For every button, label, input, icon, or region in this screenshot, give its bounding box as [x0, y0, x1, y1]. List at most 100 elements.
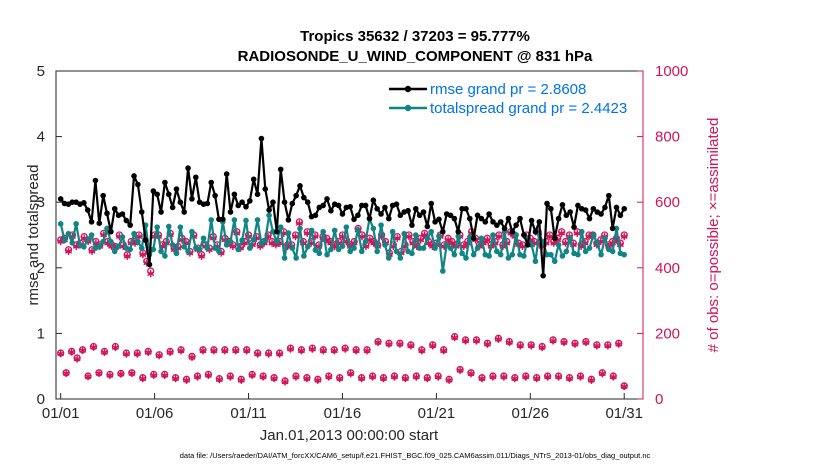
- obs-assimilated-point: [560, 338, 568, 347]
- x-tick-label: 01/21: [418, 405, 456, 422]
- spread-point: [173, 250, 180, 257]
- obs-assimilated-point: [177, 347, 185, 355]
- rmse-point: [393, 201, 400, 207]
- spread-point: [424, 235, 431, 242]
- rmse-point: [108, 228, 114, 235]
- rmse-point: [81, 200, 87, 206]
- rmse-point: [366, 215, 373, 222]
- spread-point: [586, 245, 593, 251]
- rmse-point: [370, 197, 377, 204]
- spread-point: [389, 228, 396, 235]
- rmse-point: [231, 191, 238, 198]
- rmse-point: [474, 212, 481, 219]
- legend-spread-marker: [404, 104, 412, 112]
- rmse-point: [509, 228, 516, 235]
- rmse-point: [482, 219, 489, 225]
- obs-assimilated-point: [473, 337, 480, 345]
- rmse-point: [436, 216, 442, 223]
- rmse-point: [220, 216, 226, 223]
- obs-assimilated-point: [123, 252, 131, 260]
- rmse-point: [528, 217, 535, 224]
- rmse-point: [304, 199, 311, 205]
- spread-point: [235, 246, 242, 253]
- obs-assimilated-point: [369, 373, 377, 381]
- spread-point: [61, 237, 68, 244]
- obs-assimilated-point: [456, 366, 464, 375]
- spread-point: [154, 224, 160, 230]
- obs-assimilated-point: [330, 347, 338, 355]
- spread-point: [551, 258, 558, 265]
- obs-assimilated-point: [172, 375, 180, 383]
- spread-point: [401, 230, 408, 237]
- rmse-point: [96, 220, 103, 226]
- obs-assimilated-point: [549, 337, 557, 345]
- y-right-tick-label: 400: [655, 260, 680, 277]
- obs-assimilated-point: [390, 373, 398, 381]
- rmse-point: [524, 242, 531, 248]
- rmse-point: [289, 200, 296, 207]
- spread-point: [486, 253, 492, 259]
- spread-point: [189, 228, 195, 235]
- rmse-point: [250, 176, 257, 183]
- y-left-tick-label: 5: [37, 63, 45, 80]
- obs-assimilated-point: [229, 242, 237, 251]
- spread-point: [555, 242, 562, 248]
- rmse-point: [605, 192, 612, 199]
- obs-assimilated-point: [448, 239, 456, 247]
- obs-assimilated-point: [62, 369, 70, 378]
- obs-assimilated-point: [270, 375, 278, 383]
- spread-point: [393, 248, 400, 255]
- spread-point: [494, 248, 500, 255]
- spread-point: [281, 255, 288, 261]
- spread-point: [544, 251, 550, 258]
- rmse-point: [521, 232, 527, 238]
- obs-assimilated-point: [451, 334, 459, 342]
- x-tick-label: 01/16: [324, 405, 362, 422]
- spread-point: [590, 232, 597, 238]
- spread-point: [212, 245, 218, 251]
- spread-point: [204, 245, 211, 251]
- rmse-point: [165, 191, 172, 198]
- spread-point: [459, 250, 465, 257]
- rmse-point: [563, 212, 570, 219]
- rmse-point: [247, 198, 253, 204]
- obs-assimilated-point: [183, 376, 191, 384]
- spread-point: [528, 242, 535, 248]
- obs-assimilated-point: [161, 371, 169, 379]
- spread-point: [532, 258, 539, 265]
- spread-point: [274, 238, 280, 245]
- spread-point: [231, 217, 238, 223]
- rmse-point: [181, 209, 188, 215]
- obs-assimilated-point: [314, 376, 322, 384]
- rmse-point: [555, 215, 562, 222]
- spread-point: [355, 226, 361, 233]
- rmse-point: [227, 209, 234, 215]
- obs-assimilated-point: [155, 352, 163, 360]
- obs-assimilated-point: [188, 353, 196, 361]
- rmse-point: [92, 177, 99, 184]
- spread-point: [297, 225, 303, 232]
- spread-point: [131, 230, 137, 237]
- y-left-tick-label: 4: [37, 129, 45, 146]
- rmse-point: [470, 235, 477, 242]
- spread-point: [509, 251, 516, 258]
- spread-point: [609, 248, 616, 255]
- spread-point: [432, 245, 438, 251]
- rmse-point: [189, 196, 195, 202]
- obs-assimilated-point: [511, 375, 519, 383]
- spread-point: [578, 228, 585, 235]
- obs-assimilated-point: [445, 376, 453, 384]
- spread-point: [443, 242, 450, 248]
- spread-point: [69, 240, 76, 246]
- obs-assimilated-point: [505, 338, 513, 347]
- rmse-point: [274, 228, 280, 235]
- spread-point: [169, 242, 176, 248]
- spread-point: [81, 244, 87, 250]
- obs-assimilated-point: [341, 345, 349, 353]
- spread-point: [100, 238, 106, 245]
- obs-assimilated-point: [358, 375, 366, 383]
- spread-point: [57, 221, 64, 227]
- obs-assimilated-point: [139, 251, 147, 259]
- rmse-point: [428, 200, 435, 207]
- obs-assimilated-point: [380, 375, 387, 383]
